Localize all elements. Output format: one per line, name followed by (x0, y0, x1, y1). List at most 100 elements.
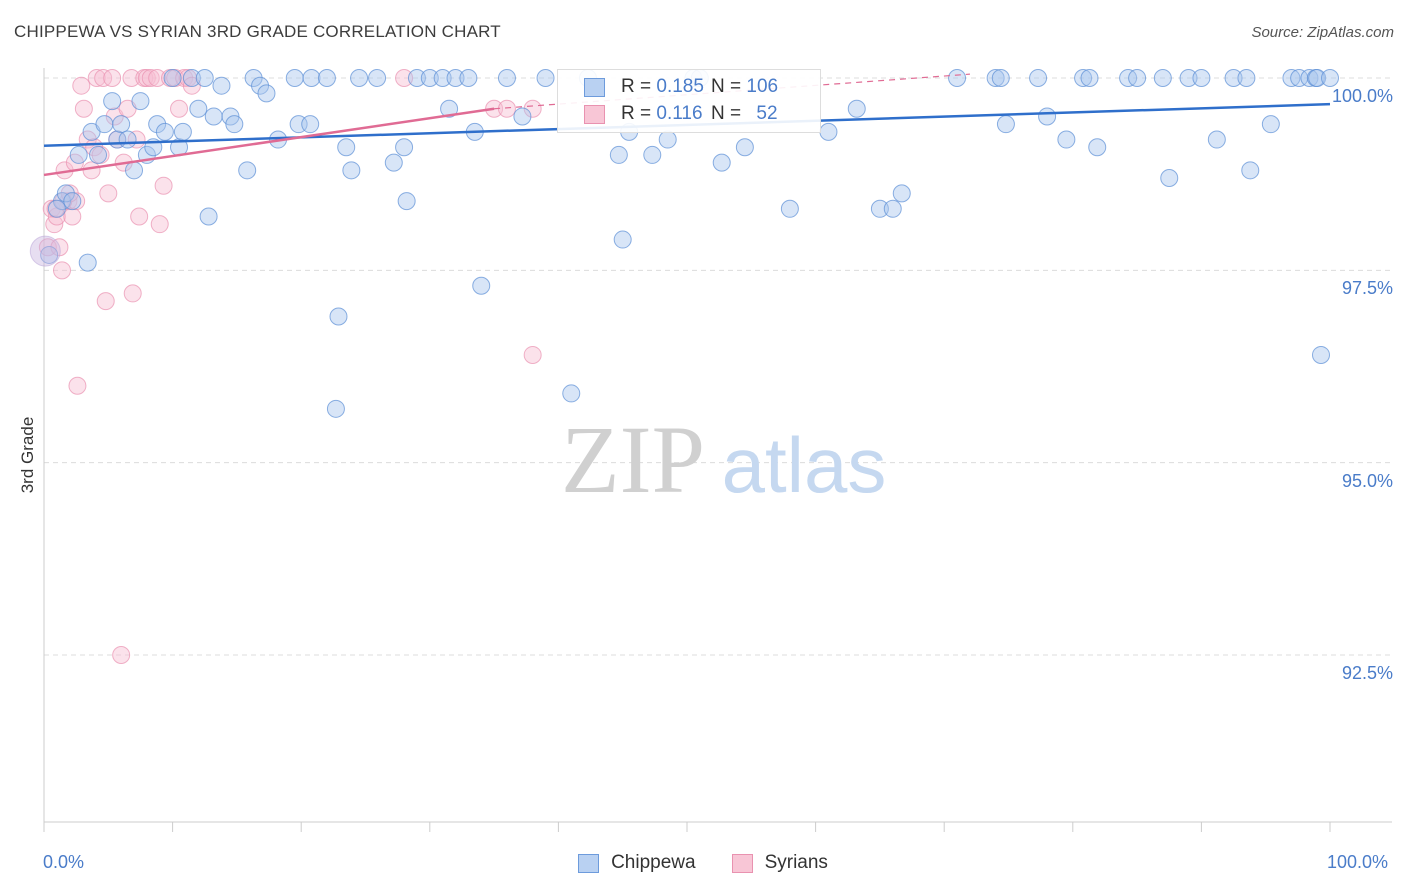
chippewa-point (238, 161, 257, 180)
chippewa-point (163, 69, 182, 87)
chippewa-point (189, 99, 208, 118)
chippewa-point (1179, 69, 1198, 87)
chippewa-point (1261, 115, 1280, 134)
chippewa-point (819, 122, 838, 141)
series-syrians (38, 69, 542, 664)
chippewa-point (155, 122, 174, 141)
chippewa-point (440, 99, 459, 118)
chippewa-point (131, 92, 150, 111)
chippewa-point (433, 69, 452, 87)
chippewa-point (89, 145, 108, 164)
syrians-point (87, 69, 106, 87)
chippewa-point (613, 230, 632, 249)
chippewa-point (244, 69, 263, 87)
bottom-legend: Chippewa Syrians (0, 852, 1406, 874)
chippewa-point (780, 199, 799, 218)
chippewa-point (112, 115, 131, 134)
chippewa-point (1153, 69, 1172, 87)
watermark-atlas: atlas (722, 421, 887, 509)
chippewa-point (420, 69, 439, 87)
syrians-trend-line (43, 107, 495, 177)
watermark-zip: ZIP (561, 406, 705, 513)
source-label: Source: ZipAtlas.com (1251, 24, 1394, 41)
chippewa-point (317, 69, 336, 87)
chippewa-point (1029, 69, 1048, 87)
chippewa-point (1311, 345, 1330, 364)
chippewa-point (212, 76, 231, 95)
syrians-point (523, 99, 542, 118)
syrians-point (72, 76, 91, 95)
syrians-legend-swatch (731, 853, 753, 873)
bottom-legend-chippewa[interactable]: Chippewa (578, 852, 696, 874)
x-tick-label-min: 0.0% (43, 852, 85, 872)
chippewa-point (609, 145, 628, 164)
y-tick-label: 97.5% (1341, 278, 1393, 299)
syrians-point (497, 99, 516, 118)
chippewa-point (948, 69, 967, 87)
chippewa-point (56, 184, 75, 203)
chippewa-point (1038, 107, 1057, 126)
chippewa-point (562, 384, 581, 403)
bottom-legend-syrians[interactable]: Syrians (731, 852, 828, 874)
syrians-point (74, 99, 93, 118)
chippewa-point (78, 253, 97, 272)
syrians-point (96, 292, 115, 311)
chippewa-point (1088, 138, 1107, 157)
syrians-r-value: 0.116 (656, 103, 703, 124)
series-chippewa (29, 69, 1339, 418)
syrians-point (137, 69, 156, 87)
chippewa-point (47, 199, 66, 218)
chippewa-point (302, 69, 321, 87)
chippewa-point (40, 245, 59, 264)
chippewa-point (95, 115, 114, 134)
chippewa-point (536, 69, 555, 87)
chippewa-point (204, 107, 223, 126)
syrians-point (67, 192, 86, 211)
chippewa-point (350, 69, 369, 87)
syrians-point (53, 261, 72, 280)
y-tick-label: 95.0% (1341, 470, 1393, 491)
syrians-point (68, 376, 87, 395)
chippewa-point (326, 399, 345, 418)
legend-row-syrians: R = 0.116 N = 52 (584, 102, 778, 126)
syrians-point (112, 646, 131, 664)
chippewa-point (1321, 69, 1339, 87)
chippewa-point (301, 115, 320, 134)
chippewa-point (497, 69, 516, 87)
chippewa-point (1080, 69, 1099, 87)
syrians-point (150, 215, 169, 234)
chippewa-point (384, 153, 403, 172)
chippewa-point (397, 192, 416, 211)
chippewa-point (118, 130, 137, 149)
chippewa-point (1308, 69, 1327, 87)
chippewa-swatch (584, 77, 605, 97)
chippewa-point (459, 69, 478, 87)
syrians-point (94, 69, 113, 87)
chippewa-point (1300, 69, 1319, 87)
syrians-point (523, 345, 542, 364)
stats-legend: R = 0.185 N = 106 R = 0.116 N = 52 (557, 69, 821, 133)
watermark: ZIP atlas (561, 406, 886, 513)
syrians-n-value: 52 (756, 103, 778, 124)
y-tick-label: 92.5% (1341, 663, 1393, 683)
syrians-point (123, 284, 142, 303)
chippewa-point (285, 69, 304, 87)
chippewa-point (1074, 69, 1093, 87)
chippewa-point (996, 115, 1015, 134)
chippewa-point (103, 92, 122, 111)
chippewa-point (251, 76, 270, 95)
syrians-point (170, 99, 189, 118)
chippewa-point (199, 207, 218, 226)
chippewa-point (407, 69, 426, 87)
chippewa-point (148, 115, 167, 134)
axes (43, 68, 1392, 832)
syrians-point (82, 161, 101, 180)
chippewa-point (1119, 69, 1138, 87)
chippewa-point (173, 122, 192, 141)
chippewa-point (395, 138, 414, 157)
chippewa-point (892, 184, 911, 203)
chippewa-point (337, 138, 356, 157)
legend-row-chippewa: R = 0.185 N = 106 (584, 75, 778, 99)
syrians-point (395, 69, 414, 87)
chippewa-legend-swatch (578, 853, 600, 873)
